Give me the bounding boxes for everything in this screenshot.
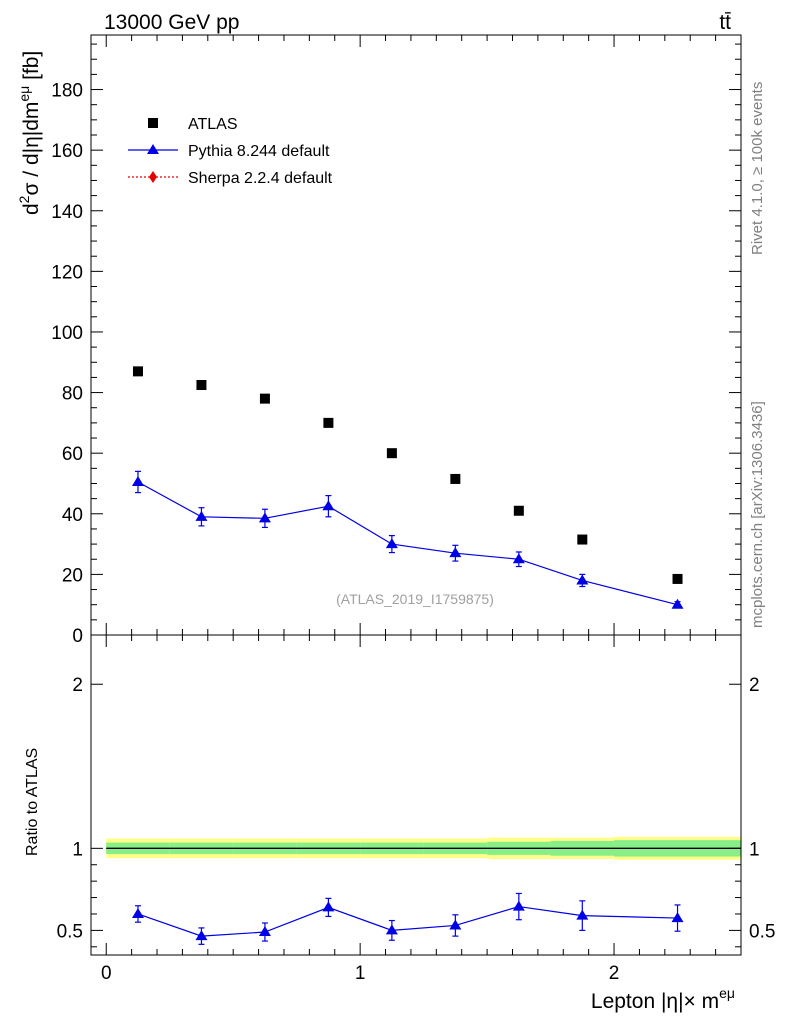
ratio-plot-frame [90, 634, 742, 956]
atlas-point [672, 573, 683, 584]
atlas-point [323, 417, 334, 428]
atlas-point [259, 393, 270, 404]
ratio-pythia-point [322, 901, 335, 912]
legend-sherpa-label: Sherpa 2.2.4 default [188, 170, 333, 187]
x-axis-label: Lepton |η|× meμ [591, 985, 735, 1013]
rivet-label: Rivet 4.1.0, ≥ 100k events [749, 82, 766, 255]
ratio-y-tick-label-right: 0.5 [749, 921, 775, 942]
ratio-pythia-line [137, 905, 678, 937]
y-tick-label: 60 [62, 444, 83, 465]
atlas-point [577, 534, 588, 545]
ratio-pythia-point [576, 909, 589, 920]
ratio-y-axis-label: Ratio to ATLAS [24, 748, 41, 856]
atlas-point [513, 505, 524, 516]
ratio-pythia-point [385, 924, 398, 935]
ratio-y-tick-label: 1 [72, 839, 83, 860]
pythia-series-line [137, 481, 678, 606]
y-tick-label: 0 [72, 626, 83, 647]
ratio-pythia-point [449, 919, 462, 930]
x-tick-label: 2 [609, 963, 620, 984]
x-tick-label: 0 [101, 963, 112, 984]
ratio-y-tick-label-right: 2 [749, 675, 760, 696]
energy-label: 13000 GeV pp [104, 11, 239, 34]
legend-sherpa-marker [149, 171, 157, 183]
y-tick-label: 100 [51, 323, 83, 344]
pythia-point [131, 475, 144, 486]
analysis-watermark: (ATLAS_2019_I1759875) [336, 591, 494, 607]
process-label: tt̄ [719, 11, 731, 34]
pythia-point [576, 574, 589, 585]
y-tick-label: 40 [62, 505, 83, 526]
pythia-point [385, 538, 398, 549]
legend-atlas-label: ATLAS [188, 116, 238, 133]
atlas-point [132, 366, 143, 377]
pythia-point [512, 553, 525, 564]
legend-pythia-marker [147, 144, 159, 154]
legend-atlas-marker [148, 118, 158, 128]
x-tick-label: 1 [355, 963, 366, 984]
y-tick-label: 160 [51, 141, 83, 162]
ratio-y-tick-label-right: 1 [749, 839, 760, 860]
pythia-point [322, 500, 335, 511]
atlas-point [386, 448, 397, 459]
pythia-point [449, 547, 462, 558]
y-tick-label: 140 [51, 202, 83, 223]
pythia-point [671, 598, 684, 609]
atlas-point [196, 380, 207, 390]
ratio-pythia-point [131, 907, 144, 918]
ratio-y-tick-label: 0.5 [57, 921, 83, 942]
ratio-y-tick-label: 2 [72, 675, 83, 696]
legend: ATLAS Pythia 8.244 default Sherpa 2.2.4 … [128, 116, 333, 187]
y-axis-label: d2σ / d|η|dmeμ [fb] [16, 51, 43, 215]
legend-pythia-label: Pythia 8.244 default [188, 143, 330, 160]
y-tick-label: 20 [62, 565, 83, 586]
ratio-pythia-point [512, 900, 525, 911]
ratio-pythia-point [195, 930, 208, 941]
ratio-pythia-point [671, 912, 684, 923]
y-tick-label: 180 [51, 81, 83, 102]
ratio-pythia-point [258, 926, 271, 937]
y-tick-label: 80 [62, 384, 83, 405]
atlas-point [450, 473, 461, 484]
pythia-point [195, 510, 208, 521]
y-tick-label: 120 [51, 262, 83, 283]
mcplots-label: mcplots.cern.ch [arXiv:1306.3436] [749, 401, 766, 628]
pythia-point [258, 512, 271, 523]
